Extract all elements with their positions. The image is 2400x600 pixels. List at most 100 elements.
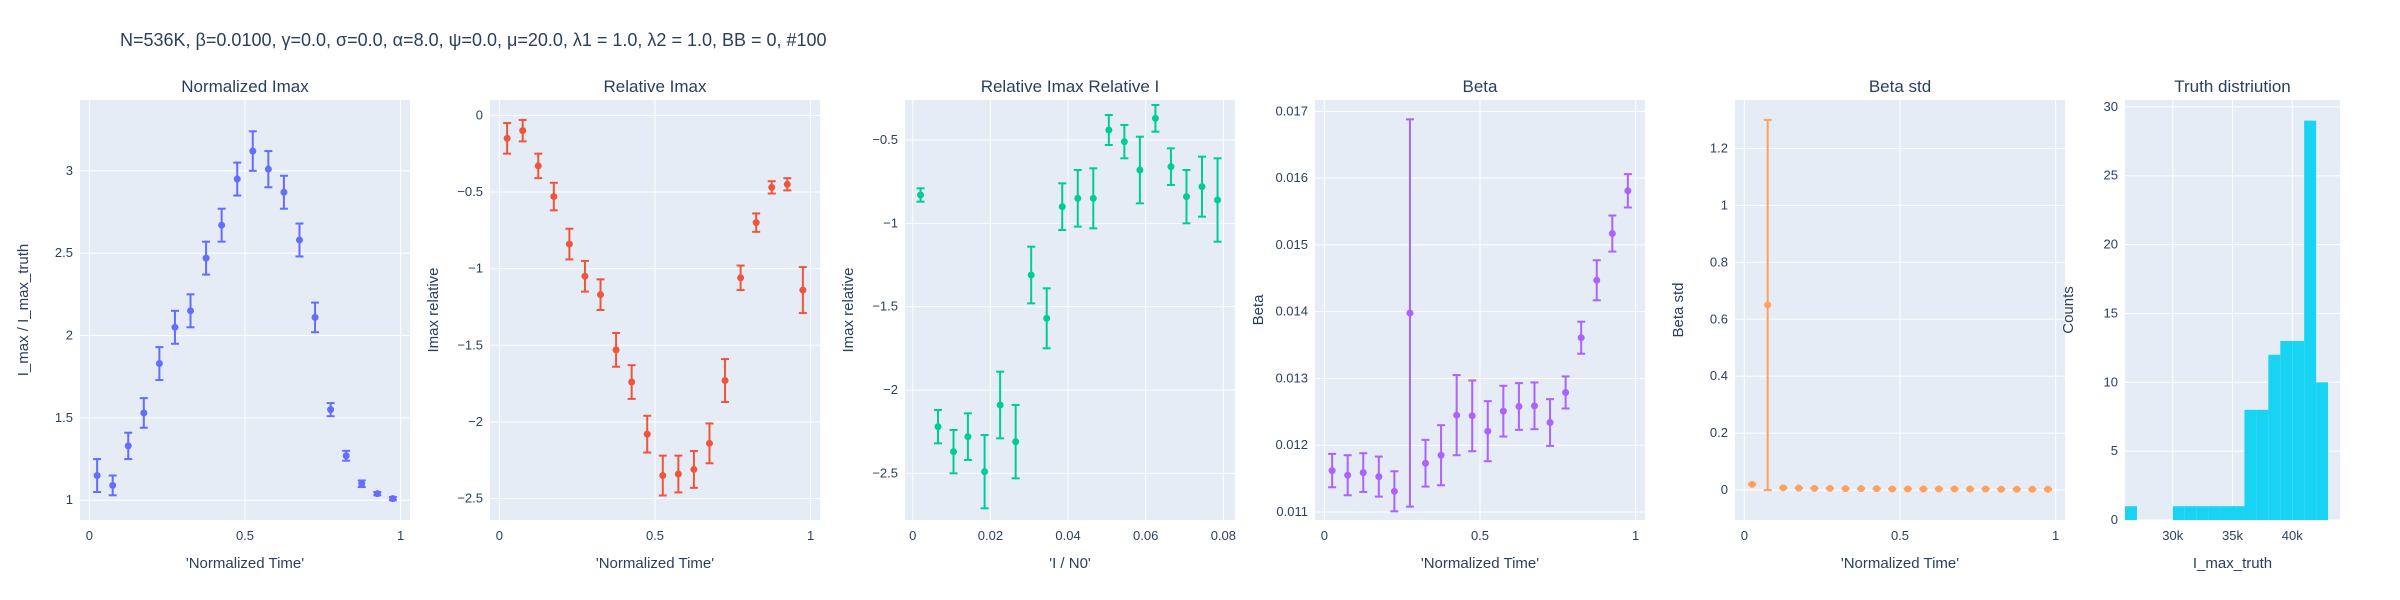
y-tick-label: −2.5 (872, 465, 898, 480)
data-point (1151, 114, 1159, 122)
y-tick-label: 0.013 (1275, 370, 1308, 385)
data-point (249, 147, 257, 155)
data-point (2028, 485, 2036, 493)
y-axis-label: Beta (1250, 294, 1267, 326)
data-point (1012, 438, 1020, 446)
data-point (752, 219, 760, 227)
data-point (705, 439, 713, 447)
data-point (981, 468, 989, 476)
data-point (628, 378, 636, 386)
histogram-bar (2208, 506, 2221, 520)
data-point (1120, 138, 1128, 146)
histogram-bar (2220, 506, 2233, 520)
subplot-title: Normalized Imax (181, 77, 309, 96)
x-tick-label: 30k (2162, 528, 2183, 543)
data-point (799, 286, 807, 294)
data-point (140, 409, 148, 417)
y-tick-label: 0.2 (1710, 425, 1728, 440)
y-tick-label: 0.4 (1710, 368, 1728, 383)
data-point (964, 433, 972, 441)
data-point (280, 188, 288, 196)
data-point (1624, 187, 1632, 195)
y-tick-label: 2.5 (55, 245, 73, 260)
data-point (295, 236, 303, 244)
data-point (565, 240, 573, 248)
y-tick-label: 10 (2104, 374, 2118, 389)
data-point (1935, 485, 1943, 493)
data-point (1499, 407, 1507, 415)
x-tick-label: 0 (496, 528, 503, 543)
y-tick-label: 1.2 (1710, 140, 1728, 155)
x-axis-label: 'Normalized Time' (1421, 555, 1539, 572)
x-tick-label: 0.5 (1471, 528, 1489, 543)
data-point (124, 442, 132, 450)
data-point (1577, 334, 1585, 342)
y-axis-label: I_max / I_max_truth (15, 244, 32, 377)
data-point (1950, 485, 1958, 493)
x-tick-label: 0.04 (1055, 528, 1080, 543)
data-point (934, 423, 942, 431)
data-point (1904, 485, 1912, 493)
histogram-bar (2268, 354, 2281, 520)
x-tick-label: 1 (2052, 528, 2059, 543)
data-point (503, 134, 511, 142)
y-tick-label: 2 (66, 328, 73, 343)
data-point (1842, 485, 1850, 493)
x-axis-label: 'I / N0' (1049, 555, 1091, 572)
data-point (643, 430, 651, 438)
data-point (233, 175, 241, 183)
data-point (342, 452, 350, 460)
data-point (1764, 301, 1772, 309)
data-point (612, 346, 620, 354)
subplot-1: 0 0.5 1 1 1.5 2 2.5 3 Normalized Imax 'Normalized… (15, 77, 410, 572)
data-point (1873, 485, 1881, 493)
data-point (1375, 473, 1383, 481)
data-point (1359, 469, 1367, 477)
x-tick-label: 0 (1741, 528, 1748, 543)
data-point (721, 377, 729, 385)
y-tick-label: −1 (468, 261, 483, 276)
x-tick-label: 40k (2282, 528, 2303, 543)
data-point (187, 307, 195, 315)
histogram-bar (2172, 506, 2185, 520)
y-tick-label: −2.5 (457, 491, 483, 506)
x-axis-label: 'Normalized Time' (596, 555, 714, 572)
histogram-bar (2244, 409, 2257, 520)
x-axis-label: I_max_truth (2193, 555, 2272, 572)
y-tick-label: 0.017 (1275, 103, 1308, 118)
subplot-title: Relative Imax (604, 77, 707, 96)
y-tick-label: −1.5 (872, 299, 898, 314)
data-point (1058, 203, 1066, 211)
y-tick-label: 0.016 (1275, 170, 1308, 185)
data-point (1888, 485, 1896, 493)
data-point (327, 406, 335, 414)
data-point (1593, 276, 1601, 284)
y-tick-label: 0.015 (1275, 237, 1308, 252)
histogram-bar (2196, 506, 2209, 520)
y-tick-label: 25 (2104, 168, 2118, 183)
data-point (1562, 388, 1570, 396)
data-point (1748, 480, 1756, 488)
data-point (1198, 183, 1206, 191)
data-point (358, 480, 366, 488)
data-point (1779, 484, 1787, 492)
data-point (534, 162, 542, 170)
data-point (1437, 451, 1445, 459)
y-tick-label: 0 (2111, 512, 2118, 527)
subplot-title: Relative Imax Relative I (981, 77, 1160, 96)
data-point (1966, 485, 1974, 493)
x-tick-label: 0.5 (646, 528, 664, 543)
plot-area (905, 100, 1235, 520)
histogram-bar (2232, 506, 2245, 520)
data-point (109, 481, 117, 489)
subplot-3: 0 0.02 0.04 0.06 0.08 −0.5 −1 −1.5 −2 −2.5 Relativ… (840, 77, 1236, 572)
histogram-bar (2316, 382, 2329, 520)
data-point (155, 360, 163, 368)
y-axis-label: Beta std (1670, 282, 1687, 337)
y-tick-label: −0.5 (457, 184, 483, 199)
data-point (1546, 419, 1554, 427)
data-point (783, 180, 791, 188)
y-tick-label: 1 (66, 492, 73, 507)
data-point (1089, 194, 1097, 202)
x-tick-label: 0.5 (1891, 528, 1909, 543)
